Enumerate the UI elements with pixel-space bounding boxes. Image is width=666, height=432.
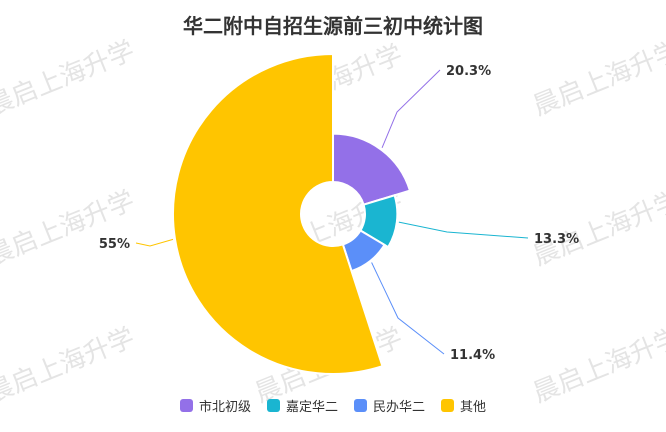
pie-slice[interactable] — [172, 52, 384, 375]
pie-slice[interactable] — [359, 194, 399, 249]
legend-item[interactable]: 市北初级 — [179, 396, 251, 415]
leader-line — [371, 262, 445, 355]
leader-line — [398, 221, 529, 239]
leader-line — [135, 238, 174, 247]
legend-swatch — [266, 399, 280, 412]
legend-label: 民办华二 — [373, 400, 426, 415]
chart-title: 华二附中自招生源前三初中统计图 — [183, 14, 483, 38]
legend: 市北初级 嘉定华二 民办华二 其他 — [0, 396, 666, 415]
pie-slice[interactable] — [332, 132, 412, 206]
legend-swatch — [179, 399, 193, 412]
slice-label: 13.3% — [534, 232, 579, 247]
legend-swatch — [354, 399, 367, 412]
legend-item[interactable]: 嘉定华二 — [266, 396, 338, 415]
legend-item[interactable]: 民办华二 — [354, 396, 425, 415]
slice-label: 20.3% — [446, 64, 491, 79]
legend-swatch — [441, 399, 455, 412]
legend-label: 嘉定华二 — [285, 400, 338, 415]
slice-label: 55% — [99, 237, 130, 252]
legend-label: 其他 — [460, 400, 487, 415]
legend-item[interactable]: 其他 — [441, 396, 486, 415]
slice-label: 11.4% — [450, 348, 495, 363]
legend-label: 市北初级 — [198, 400, 251, 415]
leader-line — [381, 69, 441, 148]
